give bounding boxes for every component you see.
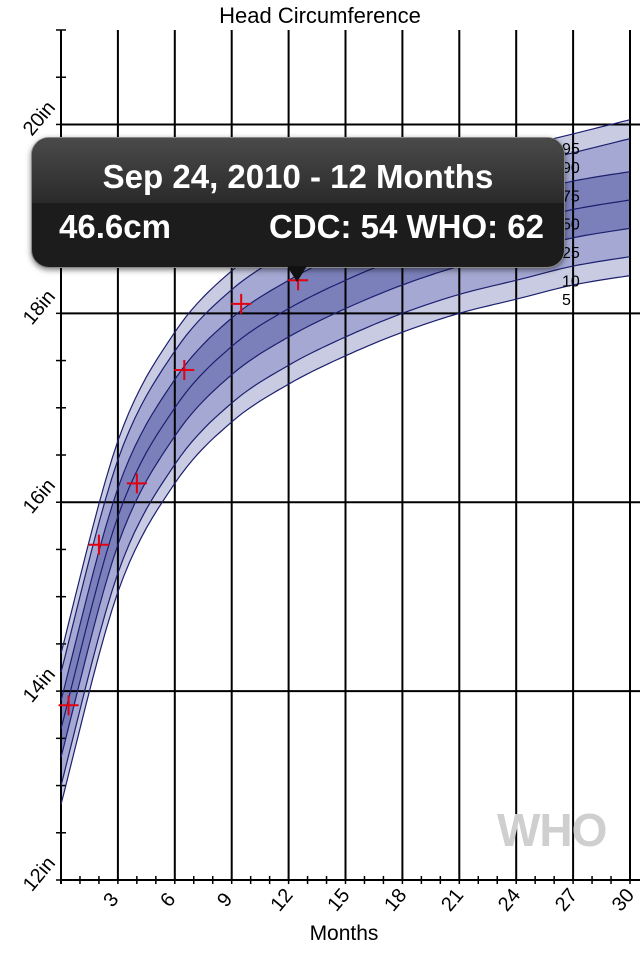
x-tick-label: 6 <box>156 889 180 912</box>
measurement-marker <box>231 293 252 314</box>
x-axis-label: Months <box>309 922 379 945</box>
measurement-markers <box>58 270 309 716</box>
x-tick-label: 24 <box>494 885 525 916</box>
x-axis-ticks: 3 6 9 12 15 18 21 24 27 30 <box>99 885 639 916</box>
x-tick-label: 27 <box>551 885 582 916</box>
measurement-marker <box>174 360 195 380</box>
x-tick-label: 18 <box>380 885 411 916</box>
measurement-marker <box>88 534 109 555</box>
y-tick-label: 20in <box>19 97 60 140</box>
percentile-label-75: 75 <box>562 188 580 205</box>
y-tick-label: 14in <box>19 664 60 707</box>
tooltip-values: 46.6cm CDC: 54 WHO: 62 <box>59 208 544 246</box>
tooltip-percentiles: CDC: 54 WHO: 62 <box>268 208 544 245</box>
who-watermark: WHO <box>497 804 607 856</box>
percentile-label-5: 5 <box>562 292 571 309</box>
y-tick-label: 18in <box>19 286 60 329</box>
y-tick-label: 16in <box>19 475 60 518</box>
x-tick-label: 3 <box>99 889 123 912</box>
percentile-label-10: 10 <box>562 273 580 290</box>
percentile-label-50: 50 <box>562 217 580 234</box>
x-tick-label: 9 <box>213 889 237 912</box>
percentile-label-90: 90 <box>562 160 580 177</box>
x-tick-label: 12 <box>266 885 297 916</box>
x-tick-label: 30 <box>608 885 639 916</box>
percentile-label-25: 25 <box>562 245 580 262</box>
measurement-marker <box>126 473 147 494</box>
chart-title: Head Circumference <box>219 3 421 28</box>
percentile-labels: 95 90 75 50 25 10 5 <box>562 141 580 309</box>
measurement-marker <box>58 695 79 716</box>
y-tick-label: 12in <box>19 853 60 896</box>
tooltip-measurement: 46.6cm <box>59 208 171 245</box>
tooltip-date: Sep 24, 2010 - 12 Months <box>102 158 494 195</box>
tooltip-pointer <box>287 266 307 282</box>
measurement-tooltip[interactable]: Sep 24, 2010 - 12 Months 46.6cm CDC: 54 … <box>31 137 565 268</box>
tooltip-gloss <box>32 138 564 203</box>
percentile-line-10 <box>60 256 631 786</box>
x-tick-label: 21 <box>437 885 468 916</box>
x-tick-label: 15 <box>323 885 354 916</box>
percentile-label-95: 95 <box>562 141 580 158</box>
percentile-line-5 <box>60 275 631 805</box>
